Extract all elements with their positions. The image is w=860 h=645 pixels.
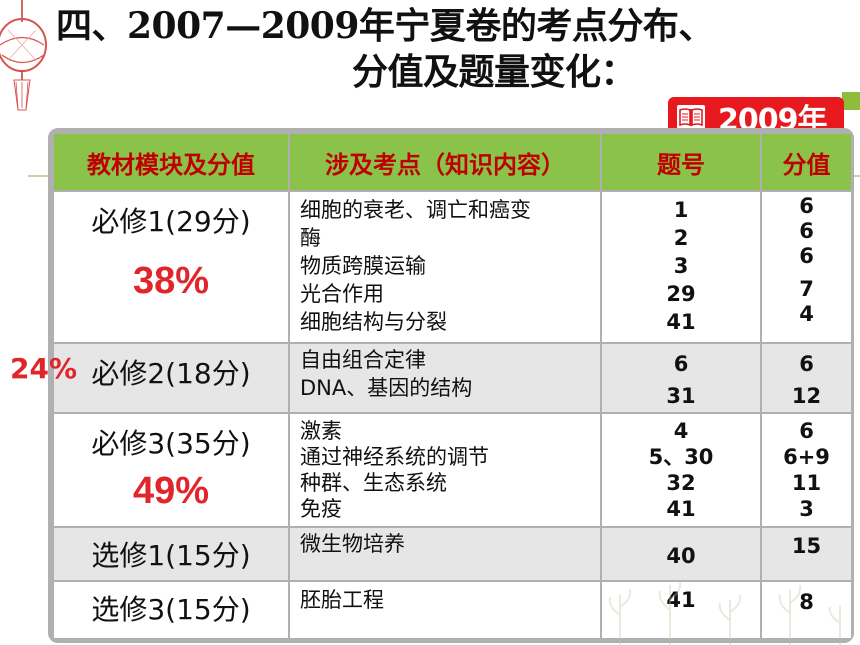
module-label: 选修3(15分) (91, 593, 251, 626)
question-number: 32 (666, 471, 696, 495)
score-list: 6 12 (762, 348, 851, 412)
score-value: 4 (799, 302, 814, 326)
question-number: 31 (666, 384, 696, 408)
score-value: 8 (799, 590, 814, 614)
question-number: 1 (673, 198, 689, 222)
topic-item: 通过神经系统的调节 (300, 445, 489, 469)
header-topics: 涉及考点（知识内容） (290, 134, 600, 190)
header-question-number: 题号 (602, 134, 760, 190)
topic-item: 细胞的衰老、调亡和癌变 (300, 198, 531, 222)
lantern-decoration (0, 0, 47, 111)
header-score: 分值 (762, 134, 851, 190)
topic-list: 微生物培养 (300, 530, 405, 558)
score-value: 6 (799, 419, 814, 443)
module-label: 必修1(29分) (91, 205, 251, 238)
topic-item: 光合作用 (300, 282, 384, 306)
topic-item: 胚胎工程 (300, 588, 384, 612)
question-number: 41 (666, 310, 696, 334)
table-row: 必修1(29分) 38% 细胞的衰老、调亡和癌变 酶 物质跨膜运输 光合作用 细… (54, 192, 851, 342)
topic-list: 细胞的衰老、调亡和癌变 酶 物质跨膜运输 光合作用 细胞结构与分裂 (300, 196, 531, 336)
topic-item: 物质跨膜运输 (300, 254, 426, 278)
question-number: 6 (673, 352, 689, 376)
module-percent: 38% (132, 260, 210, 302)
score-value: 12 (791, 384, 822, 408)
module-percent: 49% (132, 470, 210, 512)
score-list: 6 6 6 7 4 (762, 194, 851, 327)
module-label: 选修1(15分) (91, 539, 251, 572)
question-number-list: 4 5、30 32 41 (602, 418, 760, 522)
topic-item: 种群、生态系统 (300, 471, 447, 495)
topic-item: DNA、基因的结构 (300, 376, 473, 400)
score-value: 11 (791, 471, 822, 495)
header-module: 教材模块及分值 (54, 134, 288, 190)
question-number: 41 (666, 588, 696, 612)
topic-item: 微生物培养 (300, 532, 405, 556)
topic-list: 激素 通过神经系统的调节 种群、生态系统 免疫 (300, 418, 489, 522)
table-row: 选修3(15分) 胚胎工程 41 8 (54, 582, 851, 638)
title-line-1: 四、2007—2009年宁夏卷的考点分布、 (56, 5, 714, 47)
green-corner-tab (842, 92, 860, 110)
question-number: 29 (666, 282, 696, 306)
question-number: 40 (666, 544, 696, 568)
topic-item: 激素 (300, 419, 342, 443)
score-value: 6 (799, 194, 814, 218)
question-number-list: 40 (602, 542, 760, 570)
score-value: 6 (799, 219, 814, 243)
topic-item: 酶 (300, 226, 321, 250)
module-label: 必修3(35分) (91, 427, 251, 460)
book-icon (677, 105, 705, 129)
table-header-row: 教材模块及分值 涉及考点（知识内容） 题号 分值 (54, 134, 851, 190)
score-value: 6+9 (783, 445, 830, 469)
table-row: 必修3(35分) 49% 激素 通过神经系统的调节 种群、生态系统 免疫 4 5… (54, 414, 851, 526)
topic-list: 自由组合定律 DNA、基因的结构 (300, 346, 472, 402)
score-value: 6 (799, 244, 814, 268)
score-value: 7 (799, 277, 814, 301)
question-number-list: 1 2 3 29 41 (602, 196, 760, 336)
topic-item: 自由组合定律 (300, 348, 426, 372)
topic-item: 细胞结构与分裂 (300, 310, 447, 334)
question-number: 41 (666, 497, 696, 521)
score-value: 6 (799, 352, 814, 376)
table-row: 选修1(15分) 微生物培养 40 15 (54, 528, 851, 580)
score-value: 3 (799, 497, 814, 521)
topic-item: 免疫 (300, 497, 342, 521)
score-value: 15 (791, 534, 822, 558)
question-number: 3 (673, 254, 689, 278)
title-line-2: 分值及题量变化： (352, 51, 637, 93)
question-number: 2 (673, 226, 689, 250)
question-number: 5、30 (648, 445, 714, 469)
question-number: 4 (673, 419, 689, 443)
question-number-list: 41 (602, 586, 760, 614)
score-list: 6 6+9 11 3 (762, 418, 851, 522)
module-label: 必修2(18分) (91, 357, 251, 390)
side-percent-label: 24% (10, 352, 78, 385)
plant-watermark (608, 580, 841, 645)
score-list: 8 (762, 588, 851, 616)
question-number-list: 6 31 (602, 348, 760, 412)
topic-list: 胚胎工程 (300, 586, 384, 614)
table-row: 必修2(18分) 自由组合定律 DNA、基因的结构 6 31 6 12 (54, 344, 851, 412)
score-list: 15 (762, 532, 851, 560)
